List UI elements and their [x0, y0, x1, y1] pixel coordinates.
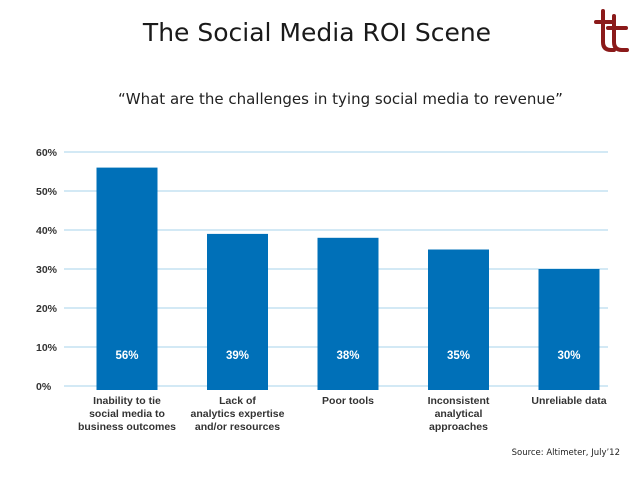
y-tick-label: 30%	[36, 264, 58, 276]
bar-value-label: 38%	[336, 350, 359, 362]
y-tick-label: 40%	[36, 225, 58, 237]
bar-value-label: 35%	[447, 350, 470, 362]
x-category-label: analytics expertise	[191, 408, 285, 420]
y-tick-label: 50%	[36, 186, 58, 198]
x-category-label: Unreliable data	[531, 395, 606, 407]
bar-value-label: 56%	[115, 350, 138, 362]
bar	[538, 269, 600, 390]
x-category-label: Lack of	[219, 395, 256, 407]
bar-chart: 0% 10% 20% 30% 40% 50% 60% 56% Inability to ties…	[36, 147, 608, 433]
bar	[207, 233, 268, 390]
slide-subtitle: “What are the challenges in tying social…	[118, 90, 563, 108]
y-tick-label: 20%	[36, 303, 58, 315]
source-note: Source: Altimeter, July’12	[511, 448, 620, 458]
y-tick-label: 10%	[36, 342, 58, 354]
x-category-label: Inconsistent	[428, 395, 490, 407]
x-category-label: and/or resources	[195, 421, 280, 433]
bar	[317, 237, 379, 390]
x-category-label: social media to	[89, 408, 165, 420]
x-category-label: approaches	[429, 421, 488, 433]
y-tick-label: 0%	[36, 381, 52, 393]
bar	[428, 249, 489, 390]
tt-monogram-icon	[594, 9, 629, 52]
slide-title: The Social Media ROI Scene	[142, 18, 492, 47]
x-category-label: Poor tools	[322, 395, 374, 407]
bar-value-label: 30%	[557, 350, 580, 362]
bar-value-label: 39%	[226, 350, 249, 362]
bar	[96, 167, 158, 390]
y-tick-label: 60%	[36, 147, 58, 159]
x-category-label: Inability to tie	[93, 395, 161, 407]
x-category-label: business outcomes	[78, 421, 176, 433]
x-category-label: analytical	[435, 408, 483, 420]
